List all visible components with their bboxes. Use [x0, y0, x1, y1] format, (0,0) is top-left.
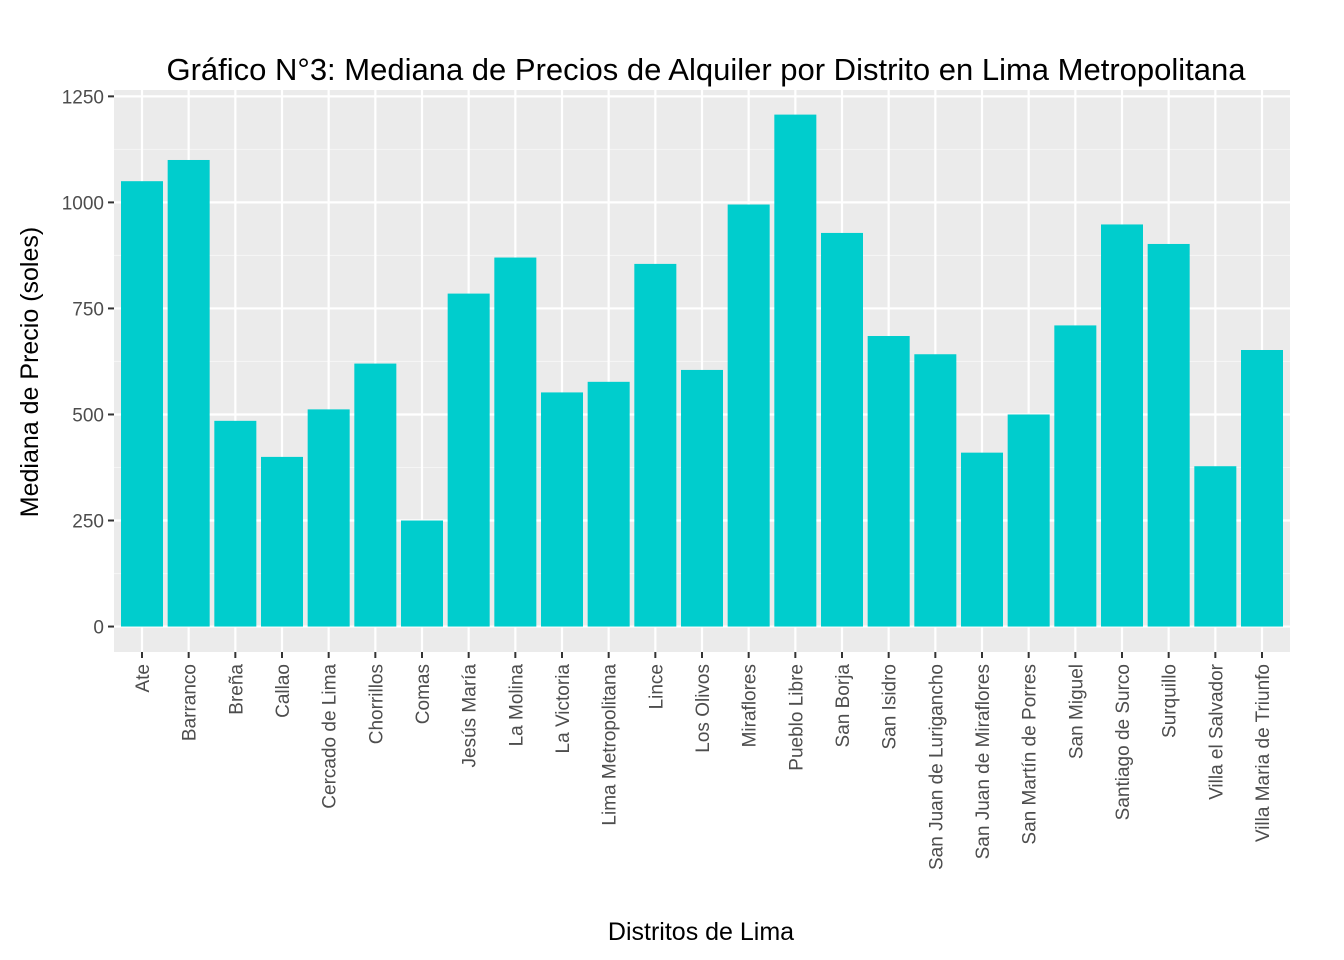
- x-tick-label: Ate: [133, 664, 154, 693]
- x-tick-label: Surquillo: [1160, 664, 1181, 738]
- x-tick-label: San Juan de Miraflores: [973, 664, 994, 859]
- x-tick-label: Santiago de Surco: [1113, 664, 1134, 820]
- bar: [214, 420, 257, 627]
- x-tick-label: La Molina: [506, 664, 527, 747]
- bar: [914, 354, 957, 627]
- x-tick-label: San Miguel: [1066, 664, 1087, 759]
- x-tick-label: Miraflores: [740, 664, 761, 747]
- x-tick-label: Lince: [646, 664, 667, 709]
- y-tick-label: 1250: [62, 87, 104, 108]
- bar: [401, 520, 443, 627]
- bar: [447, 293, 490, 627]
- x-tick-label: Comas: [413, 664, 434, 724]
- bar: [681, 369, 723, 627]
- x-tick-label: Pueblo Libre: [786, 664, 807, 771]
- y-tick-label: 750: [72, 299, 104, 320]
- bar: [354, 363, 397, 627]
- bar: [167, 159, 210, 627]
- x-tick-label: Callao: [273, 664, 294, 718]
- y-axis-title: Mediana de Precio (soles): [16, 227, 44, 517]
- bar: [1147, 243, 1190, 627]
- bar: [541, 392, 583, 627]
- x-tick-label: Barranco: [180, 664, 201, 741]
- x-axis: Ate Barranco Breña Callao Cercado de Lima Cho…: [133, 652, 1274, 870]
- bar: [307, 409, 350, 627]
- bar: [774, 114, 817, 627]
- y-tick-label: 1000: [62, 193, 104, 214]
- chart-title: Gráfico N°3: Mediana de Precios de Alqui…: [167, 52, 1247, 87]
- x-axis-title: Distritos de Lima: [608, 918, 794, 946]
- y-tick-label: 0: [93, 618, 104, 639]
- bar: [1101, 224, 1143, 627]
- bar: [867, 336, 910, 627]
- y-tick-label: 250: [72, 512, 104, 533]
- x-tick-label: Villa el Salvador: [1206, 663, 1227, 800]
- bar: [961, 452, 1003, 627]
- bars: [121, 114, 1283, 627]
- bar: [1007, 414, 1050, 627]
- x-tick-label: Lima Metropolitana: [600, 664, 621, 826]
- bar: [727, 204, 770, 627]
- x-tick-label: San Borja: [833, 664, 854, 748]
- x-tick-label: Jesús María: [460, 664, 481, 768]
- x-tick-label: San Isidro: [880, 664, 901, 750]
- x-tick-label: Cercado de Lima: [320, 664, 341, 809]
- bar: [587, 381, 630, 627]
- x-tick-label: San Juan de Lurigancho: [926, 664, 947, 870]
- x-tick-label: Chorrillos: [366, 664, 387, 744]
- x-tick-label: San Martín de Porres: [1020, 664, 1041, 845]
- bar: [821, 232, 863, 627]
- bar: [1194, 466, 1237, 627]
- x-tick-label: Breña: [226, 664, 247, 715]
- x-tick-label: Villa Maria de Triunfo: [1253, 664, 1274, 842]
- bar: [1054, 325, 1097, 627]
- bar: [121, 181, 163, 627]
- y-tick-label: 500: [72, 405, 104, 426]
- bar: [494, 257, 537, 627]
- x-tick-label: La Victoria: [553, 664, 574, 754]
- bar: [634, 263, 677, 627]
- bar: [261, 456, 303, 627]
- x-tick-label: Los Olivos: [693, 664, 714, 753]
- y-axis: 0 250 500 750 1000 1250: [62, 87, 114, 639]
- bar: [1241, 350, 1283, 627]
